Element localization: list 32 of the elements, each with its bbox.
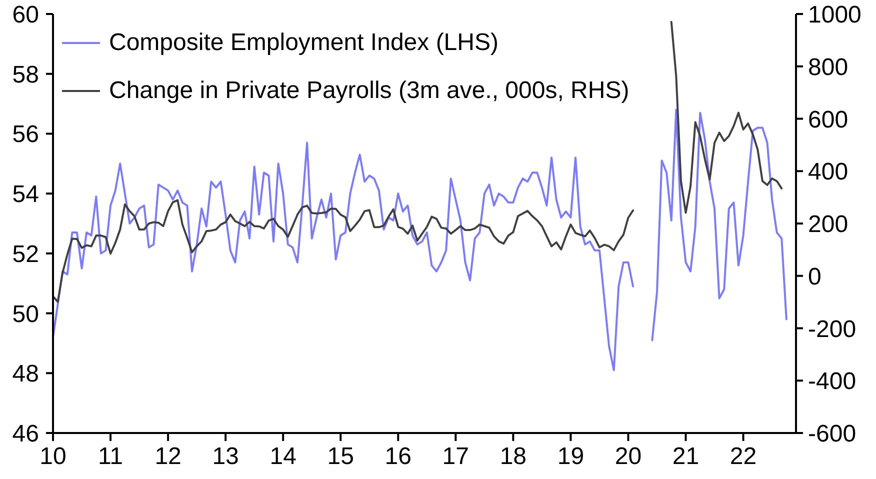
y2-tick-label: 200 [808,211,848,238]
y2-tick-label: -600 [808,420,856,448]
y-tick-label: 46 [12,420,39,448]
y2-tick-label: 400 [808,158,848,186]
x-tick-label: 10 [40,443,66,470]
y-tick-label: 48 [12,360,39,388]
x-tick-label: 21 [672,443,700,470]
x-tick-label: 14 [270,443,296,470]
y2-tick-label: -200 [808,316,856,343]
y-tick-label: 60 [12,2,39,29]
x-tick-label: 19 [557,443,584,470]
x-tick-label: 11 [98,443,123,470]
legend-label: Composite Employment Index (LHS) [109,29,498,57]
y-tick-label: 56 [12,121,39,148]
y2-tick-label: 800 [808,54,848,81]
legend-label: Change in Private Payrolls (3m ave., 000s, RHS) [109,77,630,105]
y2-tick-label: 1000 [808,2,862,29]
y-tick-label: 58 [12,61,39,88]
x-tick-label: 17 [442,443,470,470]
x-tick-label: 16 [384,443,412,470]
x-tick-label: 13 [212,443,239,470]
x-tick-label: 15 [327,443,354,470]
y2-tick-label: 0 [808,263,822,290]
y2-tick-label: -400 [808,368,856,396]
x-tick-label: 12 [154,443,182,470]
x-tick-label: 20 [614,443,642,470]
y-tick-label: 52 [12,240,39,268]
y-tick-label: 50 [12,300,39,328]
x-tick-label: 18 [500,443,527,470]
y-tick-label: 54 [12,181,39,208]
x-tick-label: 22 [730,443,757,470]
y2-tick-label: 600 [808,106,848,134]
